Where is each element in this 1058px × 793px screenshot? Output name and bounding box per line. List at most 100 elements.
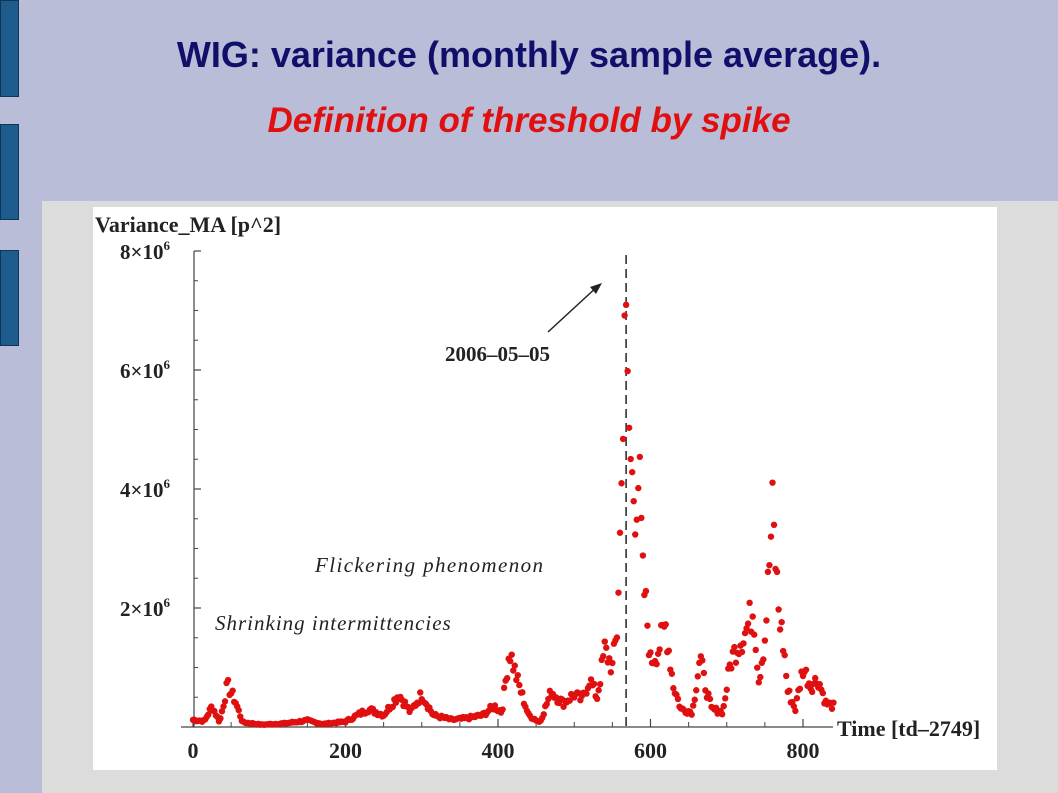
data-point bbox=[665, 647, 672, 654]
data-point bbox=[616, 529, 624, 536]
data-point bbox=[752, 646, 759, 654]
data-point bbox=[507, 657, 514, 665]
data-point bbox=[543, 700, 550, 708]
data-point bbox=[587, 676, 595, 683]
slide-subtitle: Definition of threshold by spike bbox=[267, 101, 791, 140]
data-point bbox=[625, 424, 633, 431]
data-point bbox=[740, 640, 747, 647]
data-point bbox=[624, 367, 631, 375]
data-point bbox=[732, 659, 740, 666]
data-point bbox=[647, 649, 654, 656]
data-point bbox=[511, 662, 518, 669]
data-point bbox=[656, 646, 663, 653]
y-tick-label: 2×106 bbox=[120, 595, 170, 621]
data-point bbox=[755, 679, 762, 686]
data-point bbox=[644, 622, 651, 629]
data-point bbox=[638, 514, 645, 522]
data-point bbox=[769, 479, 776, 486]
data-point bbox=[728, 665, 735, 672]
data-point bbox=[639, 552, 647, 559]
annotation-shrinking: Shrinking intermittencies bbox=[215, 611, 452, 635]
data-point bbox=[596, 680, 604, 688]
data-point bbox=[630, 497, 637, 505]
data-point bbox=[786, 687, 793, 694]
data-point bbox=[830, 699, 837, 706]
data-point bbox=[805, 680, 813, 687]
x-tick-label: 400 bbox=[482, 738, 515, 763]
data-point bbox=[757, 673, 764, 681]
y-tick-label: 4×106 bbox=[120, 476, 170, 502]
data-point bbox=[706, 695, 714, 703]
data-point bbox=[764, 568, 772, 576]
data-point bbox=[510, 667, 517, 674]
data-point bbox=[802, 666, 810, 673]
data-point bbox=[693, 687, 700, 694]
y-tick-label: 6×106 bbox=[120, 357, 170, 383]
data-point bbox=[688, 711, 695, 718]
data-point bbox=[783, 672, 790, 680]
accent-bar-middle bbox=[0, 124, 19, 220]
data-point bbox=[760, 656, 767, 663]
data-point bbox=[670, 685, 677, 692]
data-point bbox=[217, 715, 224, 722]
data-point bbox=[583, 690, 590, 697]
data-point bbox=[792, 707, 799, 715]
chart-area: Variance_MA [p^2] Time [td–2749] 2×106 4×… bbox=[93, 207, 997, 770]
data-point bbox=[731, 643, 738, 651]
data-point bbox=[636, 453, 644, 461]
data-point bbox=[767, 533, 775, 540]
data-point bbox=[746, 599, 753, 607]
data-point bbox=[235, 707, 242, 714]
data-point bbox=[705, 690, 712, 697]
y-axis-label: Variance_MA [p^2] bbox=[95, 212, 281, 237]
data-point bbox=[621, 312, 628, 319]
data-point bbox=[627, 455, 634, 463]
y-tick-label: 8×106 bbox=[120, 238, 170, 264]
slide-title: WIG: variance (monthly sample average). bbox=[176, 34, 882, 75]
data-point bbox=[766, 561, 773, 569]
accent-bar-bottom bbox=[0, 250, 19, 346]
data-point bbox=[674, 695, 682, 703]
data-point bbox=[600, 653, 607, 660]
data-point bbox=[812, 674, 819, 682]
data-point bbox=[593, 695, 601, 703]
data-point bbox=[662, 621, 669, 628]
data-point bbox=[566, 697, 573, 704]
data-point bbox=[603, 644, 610, 651]
data-point bbox=[722, 695, 729, 702]
x-tick-label: 600 bbox=[634, 738, 667, 763]
data-point bbox=[744, 620, 752, 627]
data-point bbox=[508, 651, 515, 658]
data-point bbox=[609, 659, 616, 667]
data-point bbox=[619, 435, 627, 443]
data-point bbox=[205, 711, 212, 718]
annotation-flickering: Flickering phenomenon bbox=[314, 553, 544, 577]
data-point bbox=[793, 694, 801, 702]
threshold-label: 2006–05–05 bbox=[445, 342, 550, 366]
data-point bbox=[499, 706, 506, 713]
threshold-arrow bbox=[547, 284, 600, 333]
x-tick-label: 0 bbox=[188, 738, 199, 763]
data-point bbox=[775, 606, 782, 613]
data-point bbox=[778, 618, 785, 626]
data-point bbox=[700, 669, 708, 677]
data-point bbox=[690, 702, 697, 709]
data-point bbox=[401, 698, 409, 705]
data-point bbox=[653, 660, 660, 668]
data-point bbox=[618, 480, 625, 487]
data-point bbox=[828, 705, 836, 712]
data-point bbox=[808, 688, 816, 696]
data-point bbox=[229, 687, 236, 694]
data-point bbox=[220, 703, 227, 710]
data-point bbox=[723, 686, 730, 693]
data-point bbox=[816, 681, 823, 688]
data-point bbox=[595, 687, 602, 694]
data-point bbox=[751, 631, 758, 638]
data-point bbox=[741, 629, 749, 637]
variance-scatter-chart: Variance_MA [p^2] Time [td–2749] 2×106 4×… bbox=[95, 212, 980, 763]
data-point bbox=[691, 696, 698, 703]
x-tick-label: 800 bbox=[787, 738, 820, 763]
data-point bbox=[417, 689, 424, 696]
data-point bbox=[738, 648, 746, 656]
data-point bbox=[720, 702, 727, 710]
